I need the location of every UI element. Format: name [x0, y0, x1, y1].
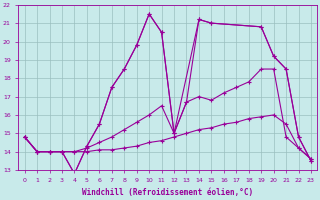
- X-axis label: Windchill (Refroidissement éolien,°C): Windchill (Refroidissement éolien,°C): [82, 188, 253, 197]
